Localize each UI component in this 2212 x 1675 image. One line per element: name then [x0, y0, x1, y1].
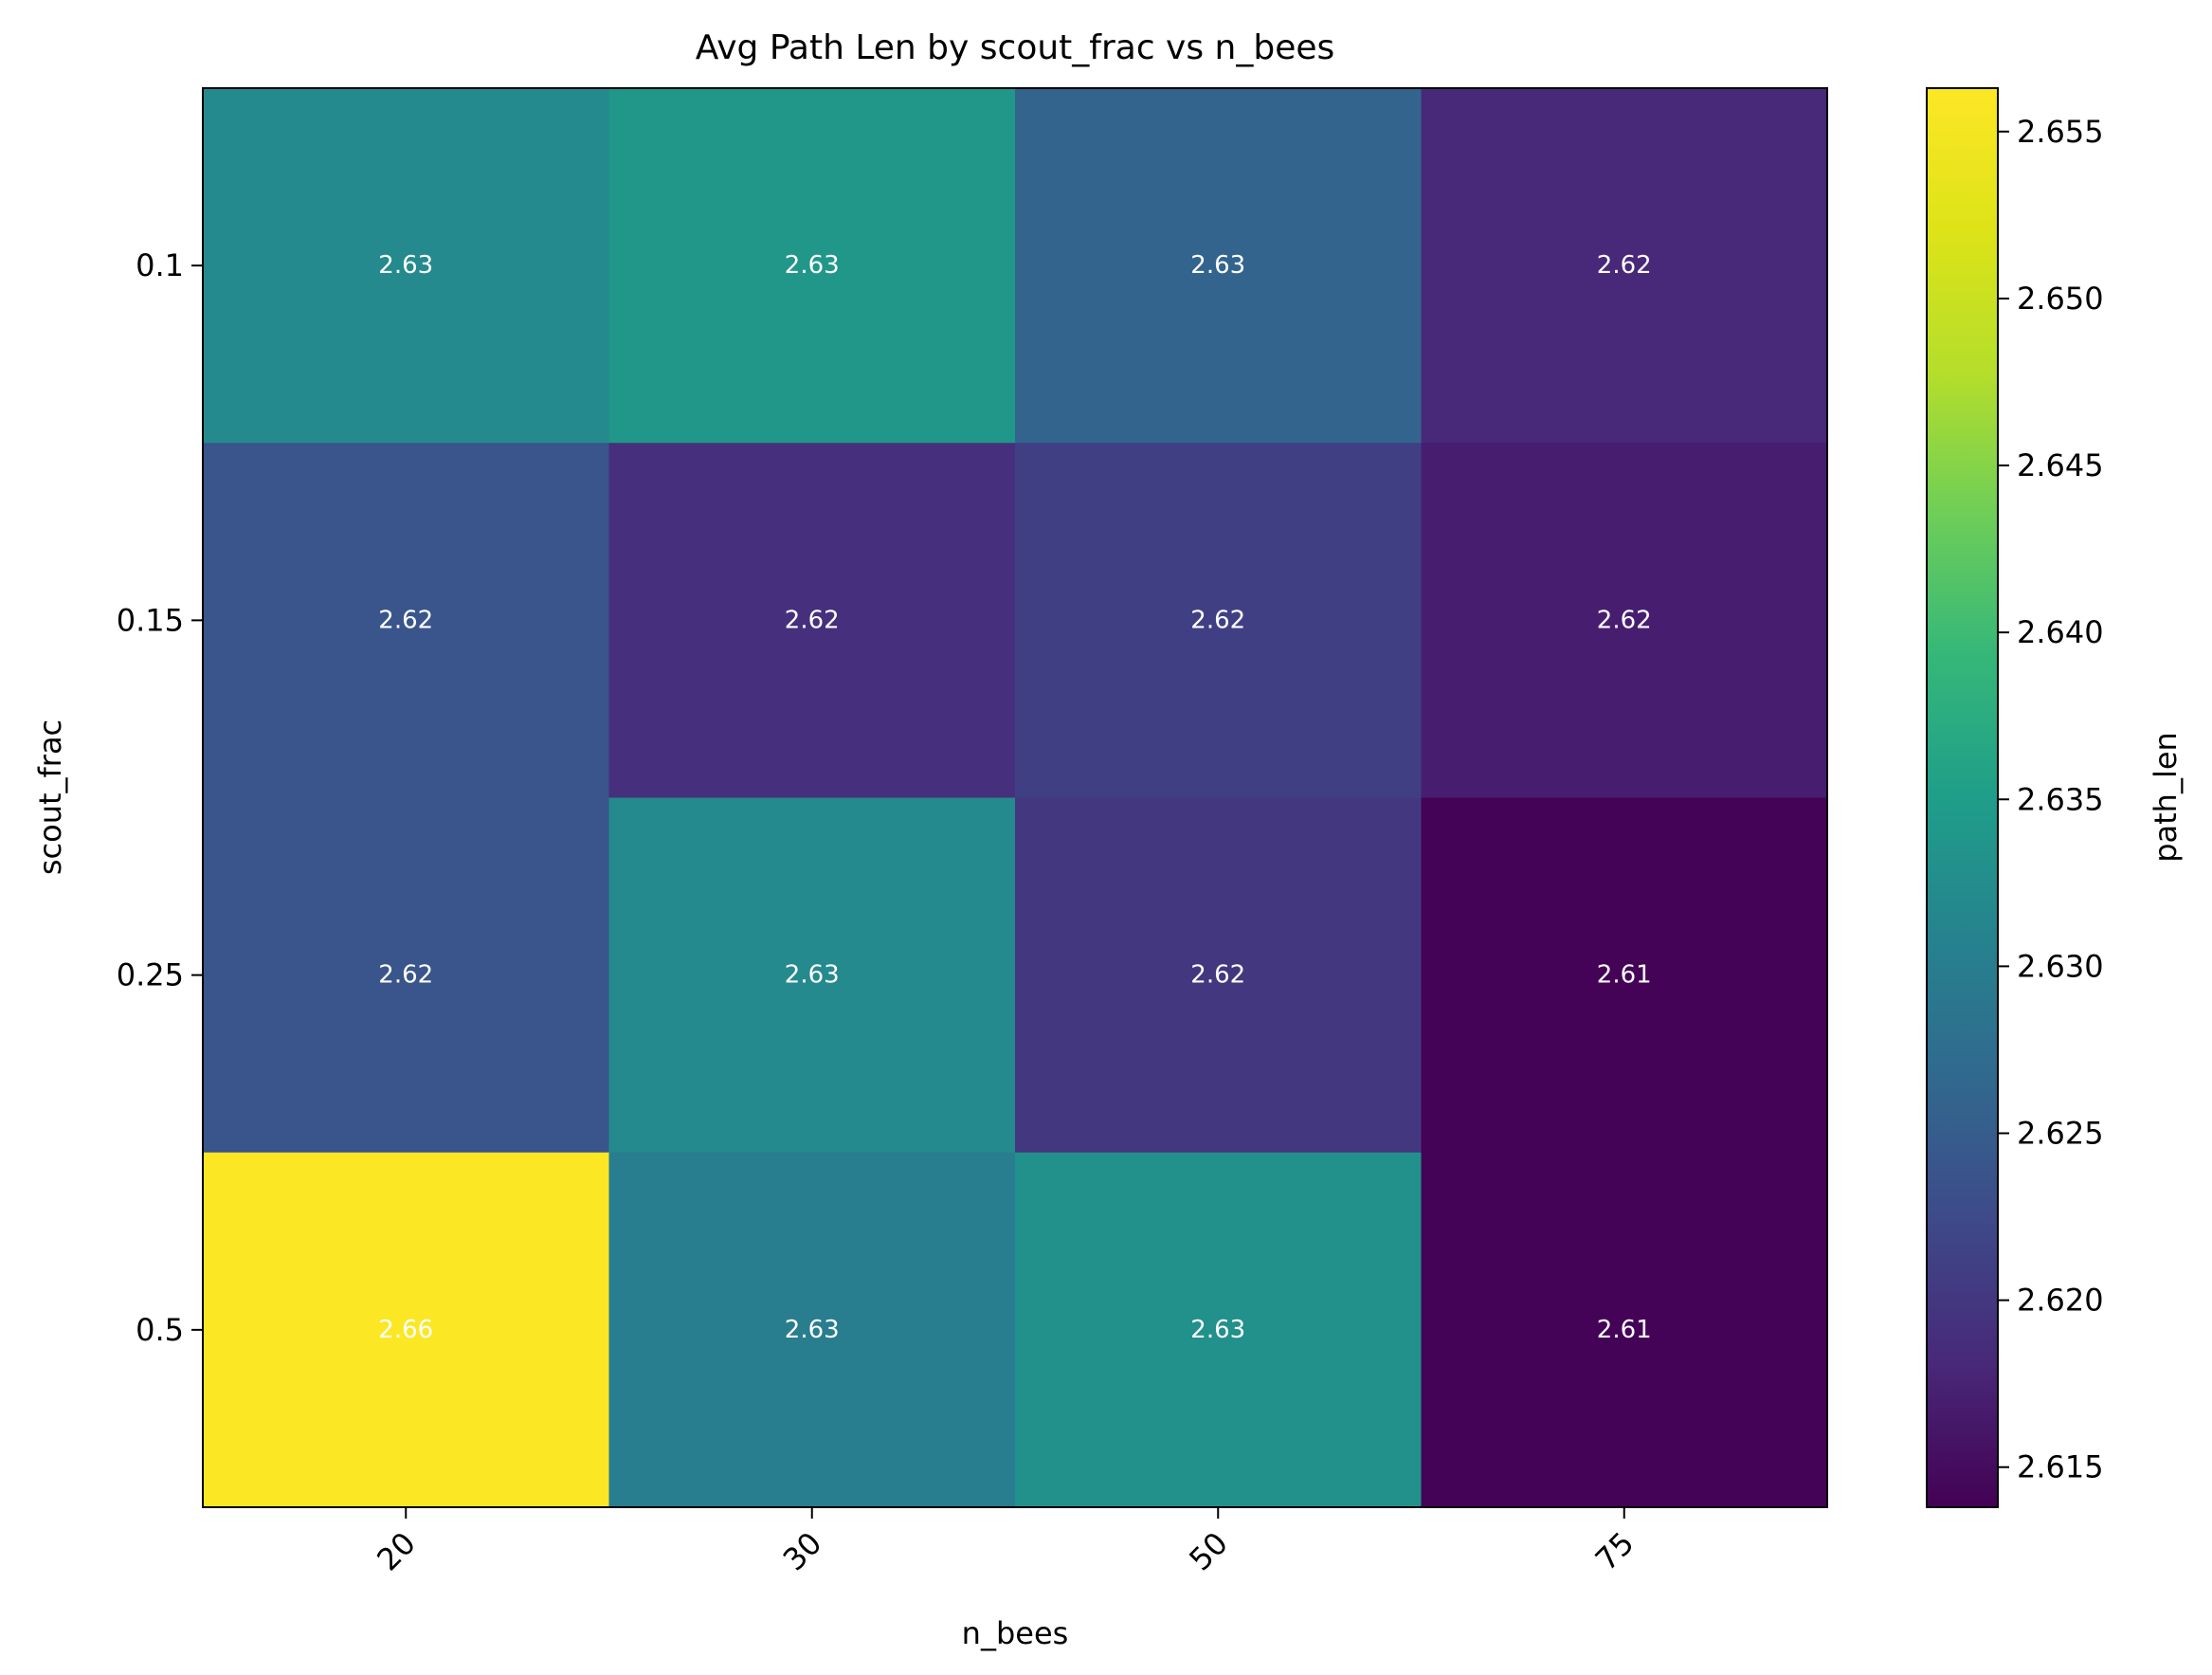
colorbar-tick-label: 2.615 [2017, 1449, 2104, 1485]
heatmap-cell [203, 88, 609, 444]
cell-value-label: 2.62 [1190, 961, 1245, 990]
colorbar-tick-label: 2.640 [2017, 614, 2104, 650]
heatmap-cell [1421, 88, 1828, 444]
heatmap-cell [203, 797, 609, 1154]
heatmap-cell [1421, 443, 1828, 798]
heatmap-cell [608, 88, 1016, 444]
plot-frame [202, 87, 1828, 1508]
y-axis-label: scout_frac [32, 719, 68, 875]
heatmap-cell [203, 1152, 609, 1508]
cell-value-labels: 2.63 2.63 2.63 2.62 2.62 2.62 2.62 2.62 2.62 2.63… [378, 251, 1651, 1344]
colorbar-label: path_len [2148, 732, 2184, 863]
x-tick-label: 20 [370, 1525, 423, 1578]
cell-value-label: 2.61 [1597, 961, 1652, 990]
cell-value-label: 2.63 [785, 961, 840, 990]
cell-value-label: 2.63 [785, 251, 840, 280]
heatmap-cell [1421, 797, 1828, 1154]
colorbar-tick-label: 2.620 [2017, 1283, 2104, 1319]
x-tick-label: 75 [1588, 1525, 1641, 1578]
heatmap-cell [1421, 1152, 1828, 1508]
y-axis-ticks: 0.1 0.15 0.25 0.5 [117, 247, 203, 1348]
heatmap-cell [1015, 88, 1422, 444]
cell-value-label: 2.62 [1597, 606, 1652, 634]
cell-value-label: 2.62 [1597, 251, 1652, 280]
cell-value-label: 2.61 [1597, 1316, 1652, 1344]
y-tick-label: 0.1 [136, 247, 184, 283]
heatmap-cell [1015, 797, 1422, 1154]
heatmap-cells [203, 88, 1828, 1508]
cell-value-label: 2.63 [1190, 1316, 1245, 1344]
colorbar [1926, 87, 1999, 1508]
x-tick-label: 50 [1182, 1525, 1235, 1578]
heatmap-cell [608, 797, 1016, 1154]
y-tick-label: 0.15 [117, 602, 184, 638]
x-axis-label: n_bees [962, 1615, 1069, 1651]
heatmap-cell [1015, 1152, 1422, 1508]
colorbar-tick-label: 2.650 [2017, 281, 2104, 317]
colorbar-tick-label: 2.625 [2017, 1115, 2104, 1151]
chart-title: Avg Path Len by scout_frac vs n_bees [696, 28, 1335, 67]
colorbar-ticks: 2.615 2.620 2.625 2.630 2.635 2.640 2.645 2.650… [1998, 114, 2104, 1485]
cell-value-label: 2.66 [378, 1316, 433, 1344]
cell-value-label: 2.62 [378, 961, 433, 990]
heatmap-cell [608, 1152, 1016, 1508]
colorbar-tick-label: 2.635 [2017, 781, 2104, 817]
cell-value-label: 2.62 [378, 606, 433, 634]
y-tick-label: 0.25 [117, 957, 184, 993]
cell-value-label: 2.63 [378, 251, 433, 280]
colorbar-tick-label: 2.655 [2017, 114, 2104, 150]
cell-value-label: 2.62 [1190, 606, 1245, 634]
colorbar-tick-label: 2.645 [2017, 447, 2104, 483]
cell-value-label: 2.62 [785, 606, 840, 634]
x-tick-label: 30 [776, 1525, 829, 1578]
y-tick-label: 0.5 [136, 1312, 184, 1348]
cell-value-label: 2.63 [785, 1316, 840, 1344]
cell-value-label: 2.63 [1190, 251, 1245, 280]
heatmap-cell [1015, 443, 1422, 798]
heatmap-cell [203, 443, 609, 798]
x-axis-ticks: 20 30 50 75 [370, 1507, 1641, 1577]
colorbar-tick-label: 2.630 [2017, 948, 2104, 984]
heatmap-cell [608, 443, 1016, 798]
